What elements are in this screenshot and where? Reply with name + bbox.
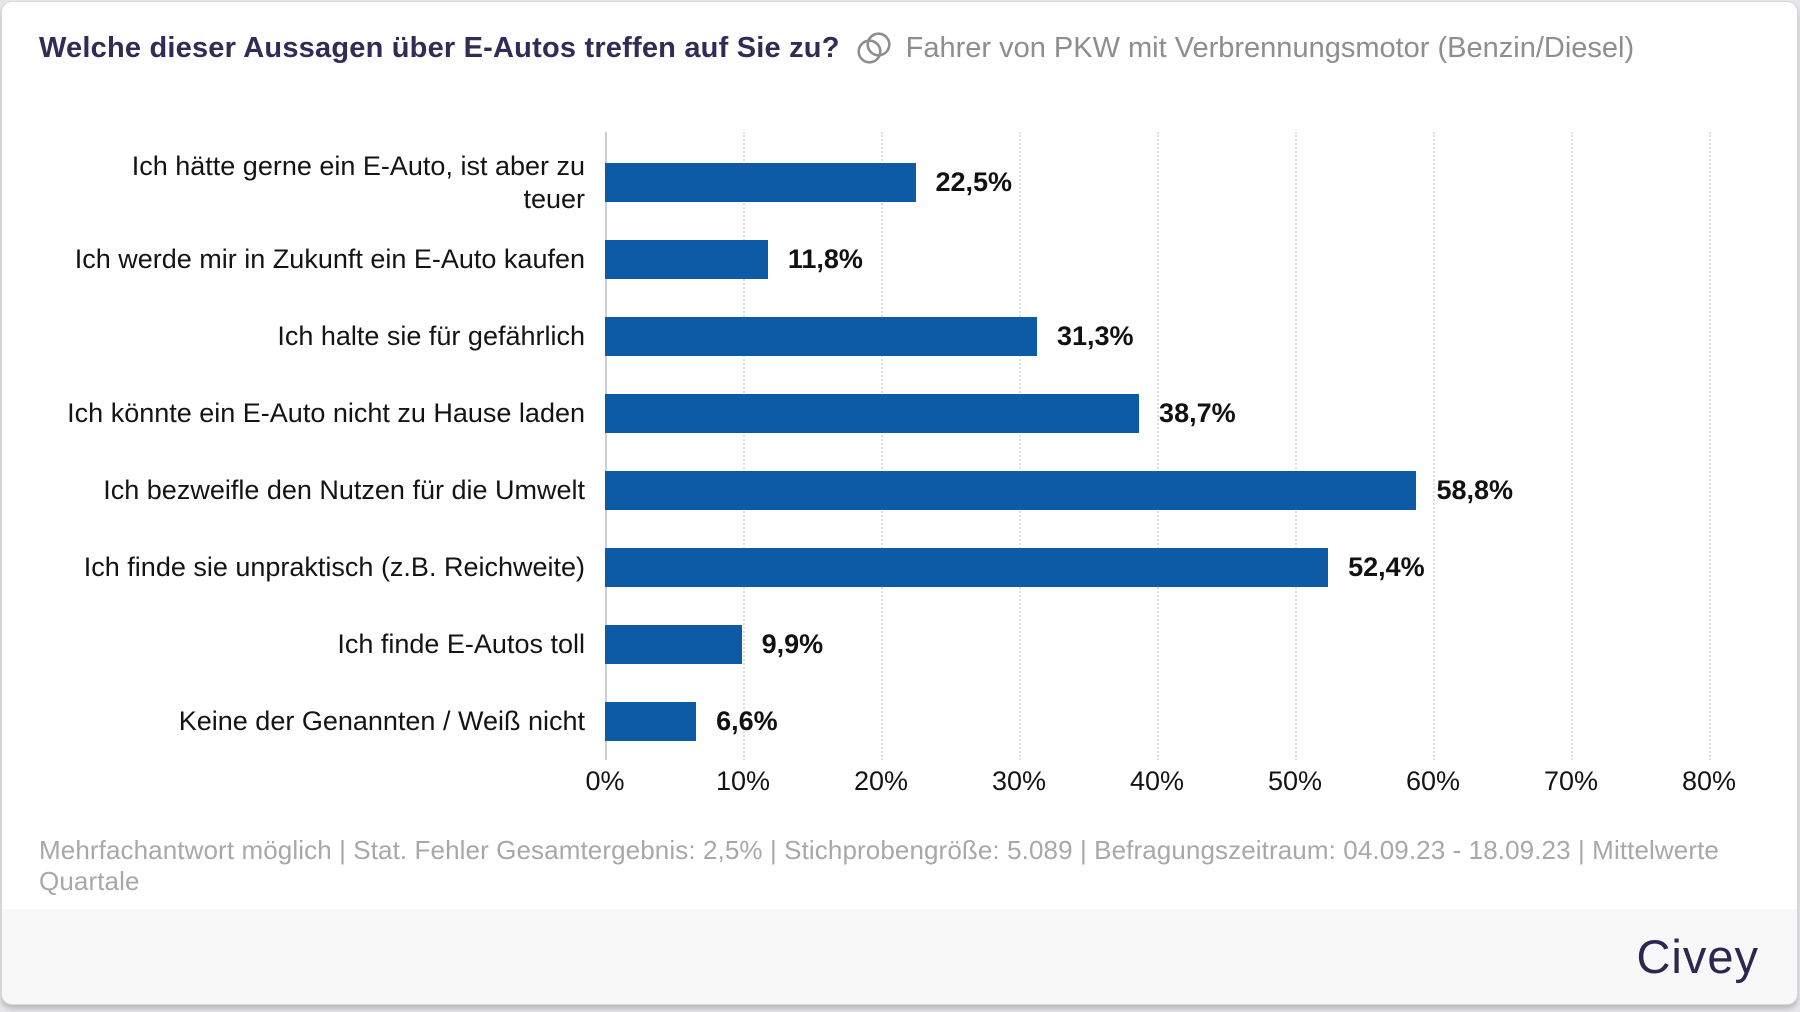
footer-bar: Civey — [2, 909, 1797, 1004]
category-label: Ich halte sie für gefährlich — [277, 321, 585, 352]
x-tick-label: 50% — [1267, 766, 1323, 796]
gridline-10pct — [743, 132, 745, 760]
chart-row: Ich halte sie für gefährlich 31,3% — [39, 298, 1751, 375]
value-label: 31,3% — [1056, 321, 1134, 351]
gridline-80pct — [1709, 132, 1711, 760]
bar — [605, 702, 697, 741]
bar — [605, 548, 1329, 587]
x-tick-label: 0% — [585, 766, 625, 796]
axis-line-0pct — [605, 132, 607, 760]
category-label: Ich könnte ein E-Auto nicht zu Hause lad… — [67, 398, 585, 429]
x-tick-label: 10% — [715, 766, 771, 796]
value-label: 58,8% — [1436, 475, 1513, 505]
chart-row: Ich werde mir in Zukunft ein E-Auto kauf… — [39, 221, 1751, 298]
chart-row: Ich finde E-Autos toll 9,9% — [39, 606, 1751, 683]
category-label: Ich bezweifle den Nutzen für die Umwelt — [103, 475, 585, 506]
chart-row: Ich finde sie unpraktisch (z.B. Reichwei… — [39, 529, 1751, 606]
header: Welche dieser Aussagen über E-Autos tref… — [39, 28, 1760, 68]
overlapping-circles-icon — [855, 28, 893, 68]
x-tick-label: 20% — [853, 766, 909, 796]
bar — [605, 394, 1140, 433]
gridline-30pct — [1019, 132, 1021, 760]
bar — [605, 625, 742, 664]
category-label: Ich werde mir in Zukunft ein E-Auto kauf… — [74, 244, 585, 275]
chart-rows: Ich hätte gerne ein E-Auto, ist aber zu … — [39, 132, 1751, 760]
chart-row: Ich hätte gerne ein E-Auto, ist aber zu … — [39, 144, 1751, 221]
x-tick-label: 70% — [1543, 766, 1599, 796]
value-label: 6,6% — [716, 706, 778, 736]
x-tick-label: 40% — [1129, 766, 1185, 796]
category-label: Ich hätte gerne ein E-Auto, ist aber zu … — [131, 150, 585, 214]
category-label: Ich finde E-Autos toll — [337, 629, 585, 660]
gridline-20pct — [881, 132, 883, 760]
value-label: 11,8% — [787, 244, 863, 274]
value-label: 38,7% — [1159, 398, 1236, 428]
x-tick-label: 80% — [1681, 766, 1737, 796]
audience-subtitle: Fahrer von PKW mit Verbrennungsmotor (Be… — [905, 31, 1635, 64]
x-axis: 0% 10% 20% 30% 40% 50% 60% 70% 80% — [585, 766, 1736, 800]
chart-row: Ich könnte ein E-Auto nicht zu Hause lad… — [39, 375, 1751, 452]
value-label: 9,9% — [761, 629, 824, 659]
gridline-70pct — [1571, 132, 1573, 760]
page-title: Welche dieser Aussagen über E-Autos tref… — [39, 31, 840, 64]
x-tick-label: 30% — [991, 766, 1047, 796]
gridline-60pct — [1433, 132, 1435, 760]
gridlines — [605, 132, 1711, 760]
category-label: Keine der Genannten / Weiß nicht — [178, 706, 585, 737]
gridline-40pct — [1157, 132, 1159, 760]
civey-logo: Civey — [1636, 930, 1759, 983]
category-label: Ich finde sie unpraktisch (z.B. Reichwei… — [83, 552, 585, 583]
value-label: 22,5% — [935, 167, 1013, 197]
chart-row: Ich bezweifle den Nutzen für die Umwelt … — [39, 452, 1751, 529]
bar — [605, 240, 768, 279]
x-tick-label: 60% — [1405, 766, 1461, 796]
gridline-50pct — [1295, 132, 1297, 760]
value-label: 52,4% — [1348, 552, 1425, 582]
bar — [605, 163, 916, 202]
bar — [605, 471, 1417, 510]
chart-row: Keine der Genannten / Weiß nicht 6,6% — [39, 683, 1751, 760]
footnote: Mehrfachantwort möglich | Stat. Fehler G… — [39, 835, 1719, 896]
bar-chart: Ich hätte gerne ein E-Auto, ist aber zu … — [39, 132, 1751, 804]
bar — [605, 317, 1037, 356]
